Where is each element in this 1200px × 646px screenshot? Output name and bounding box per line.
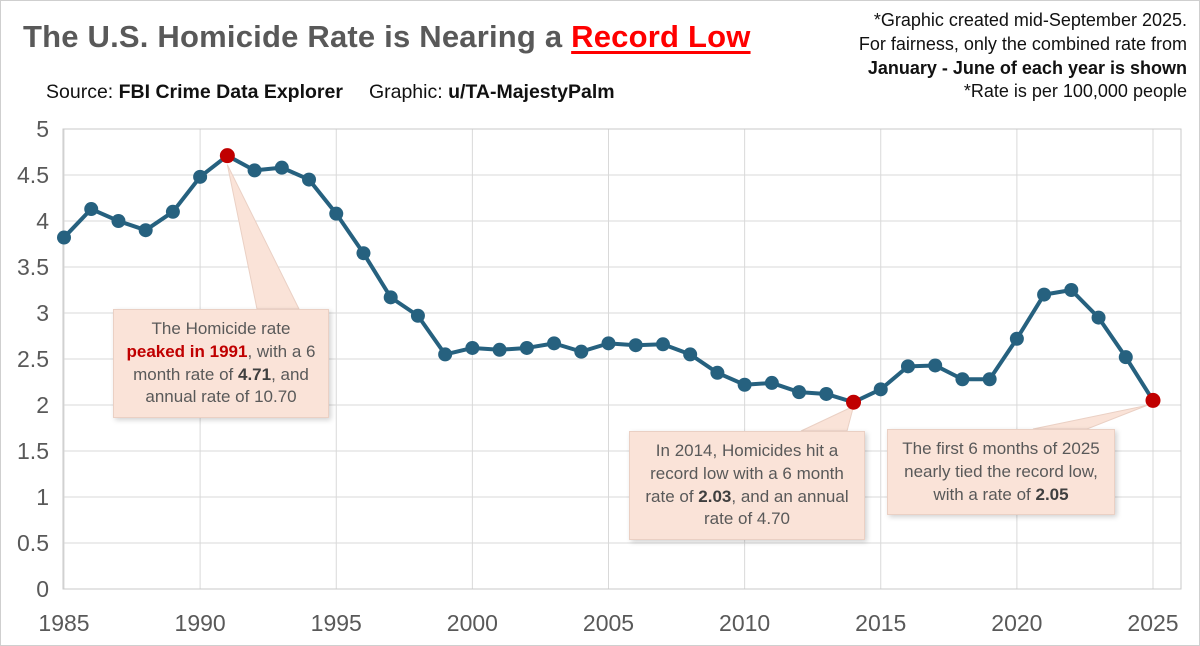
y-axis-tick-label: 0 xyxy=(36,576,49,602)
data-point xyxy=(57,230,71,245)
x-axis-tick-label: 2020 xyxy=(991,610,1042,636)
data-point xyxy=(438,347,453,362)
data-point xyxy=(274,160,289,175)
data-point xyxy=(655,337,670,352)
y-axis-tick-label: 5 xyxy=(36,119,49,142)
data-point xyxy=(574,344,589,359)
callout-text: , and an annual rate of 4.70 xyxy=(703,486,849,529)
plot-border xyxy=(62,128,1182,590)
x-axis-tick-label: 2005 xyxy=(583,610,634,636)
title-text: The U.S. Homicide Rate is Nearing a xyxy=(23,19,572,54)
data-point xyxy=(84,202,99,217)
source-value: FBI Crime Data Explorer xyxy=(118,81,343,103)
data-point xyxy=(193,169,208,184)
callout-text: In 2014, Homicides hit a record low with… xyxy=(645,441,844,506)
data-point xyxy=(302,172,317,187)
data-point xyxy=(955,372,970,387)
highlight-point-2025 xyxy=(1145,392,1161,408)
data-point xyxy=(1037,287,1052,302)
footnote-line-1: *Graphic created mid-September 2025. xyxy=(873,10,1187,30)
data-point xyxy=(792,385,807,400)
y-axis-tick-label: 0.5 xyxy=(17,530,49,556)
graphic-value: u/TA-MajestyPalm xyxy=(448,81,615,103)
data-point xyxy=(873,382,888,397)
x-axis-tick-label: 1990 xyxy=(175,610,226,636)
data-point xyxy=(628,338,643,353)
y-axis-tick-label: 3 xyxy=(36,300,49,326)
data-point xyxy=(410,308,425,323)
x-axis-tick-label: 2000 xyxy=(447,610,498,636)
data-point xyxy=(356,246,371,261)
data-point xyxy=(601,336,616,351)
x-axis-tick-label: 1995 xyxy=(311,610,362,636)
highlight-point-2014 xyxy=(846,394,862,410)
callout-text-bold: 4.71 xyxy=(237,364,272,384)
data-point xyxy=(710,365,725,380)
y-axis-tick-label: 4 xyxy=(36,208,49,234)
x-axis-tick-label: 2010 xyxy=(719,610,770,636)
callout-text-bold: 2.03 xyxy=(698,486,732,506)
footnote-line-4: *Rate is per 100,000 people xyxy=(963,81,1187,102)
data-point xyxy=(492,342,507,357)
data-point xyxy=(683,347,698,362)
data-point xyxy=(1091,310,1106,325)
title-highlight-record-low: Record Low xyxy=(571,19,751,54)
callout-text: The Homicide rate xyxy=(151,319,291,338)
footnote-line-2: For fairness, only the combined rate fro… xyxy=(858,33,1187,54)
source-line: Source: FBI Crime Data Explorer Graphic: … xyxy=(46,81,615,104)
page-title: The U.S. Homicide Rate is Nearing a Reco… xyxy=(23,19,751,55)
data-point xyxy=(928,358,943,373)
data-point xyxy=(519,340,534,355)
y-axis-tick-label: 4.5 xyxy=(17,162,49,188)
data-point xyxy=(900,359,915,374)
data-point xyxy=(547,336,562,351)
data-point xyxy=(1009,331,1024,346)
callout-text-red: peaked in 1991 xyxy=(126,341,248,361)
data-point xyxy=(819,386,834,401)
data-point xyxy=(383,290,398,305)
callout-2025-near-record: The first 6 months of 2025 nearly tied t… xyxy=(887,429,1115,516)
footnote-block: *Graphic created mid-September 2025. For… xyxy=(859,9,1187,104)
data-point xyxy=(247,163,262,178)
data-point xyxy=(138,223,153,238)
data-point xyxy=(111,214,126,228)
data-point xyxy=(982,372,997,387)
y-axis-tick-label: 1.5 xyxy=(17,438,49,464)
highlight-point-1991 xyxy=(219,148,235,164)
data-point xyxy=(1118,350,1133,365)
data-point xyxy=(764,375,779,390)
callout-pointer xyxy=(800,405,855,432)
data-point xyxy=(465,340,480,355)
y-axis-tick-label: 3.5 xyxy=(17,254,49,280)
callout-text: The first 6 months of 2025 nearly tied t… xyxy=(902,439,1100,504)
footnote-line-3: January - June of each year is shown xyxy=(867,57,1187,78)
y-axis-tick-label: 2 xyxy=(36,392,49,418)
graphic-label: Graphic: xyxy=(368,81,443,103)
callout-text: , and annual rate of 10.70 xyxy=(145,364,309,407)
x-axis-tick-label: 2025 xyxy=(1127,610,1178,636)
callout-2014-record-low: In 2014, Homicides hit a record low with… xyxy=(629,431,865,541)
data-point xyxy=(165,204,180,219)
callout-text: , with a 6 month rate of xyxy=(133,341,316,384)
callout-1991-peak: The Homicide rate peaked in 1991, with a… xyxy=(113,309,329,419)
y-axis-tick-label: 2.5 xyxy=(17,346,49,372)
source-label: Source: xyxy=(46,81,114,103)
callout-pointer xyxy=(226,164,300,310)
x-axis-tick-label: 2015 xyxy=(855,610,906,636)
callout-pointer xyxy=(1032,404,1148,430)
data-point xyxy=(1064,283,1079,297)
x-axis-tick-label: 1985 xyxy=(38,610,89,636)
y-axis-tick-label: 1 xyxy=(36,484,49,510)
data-point xyxy=(329,206,344,221)
callout-text-bold: 2.05 xyxy=(1035,484,1069,504)
data-point xyxy=(737,377,752,392)
